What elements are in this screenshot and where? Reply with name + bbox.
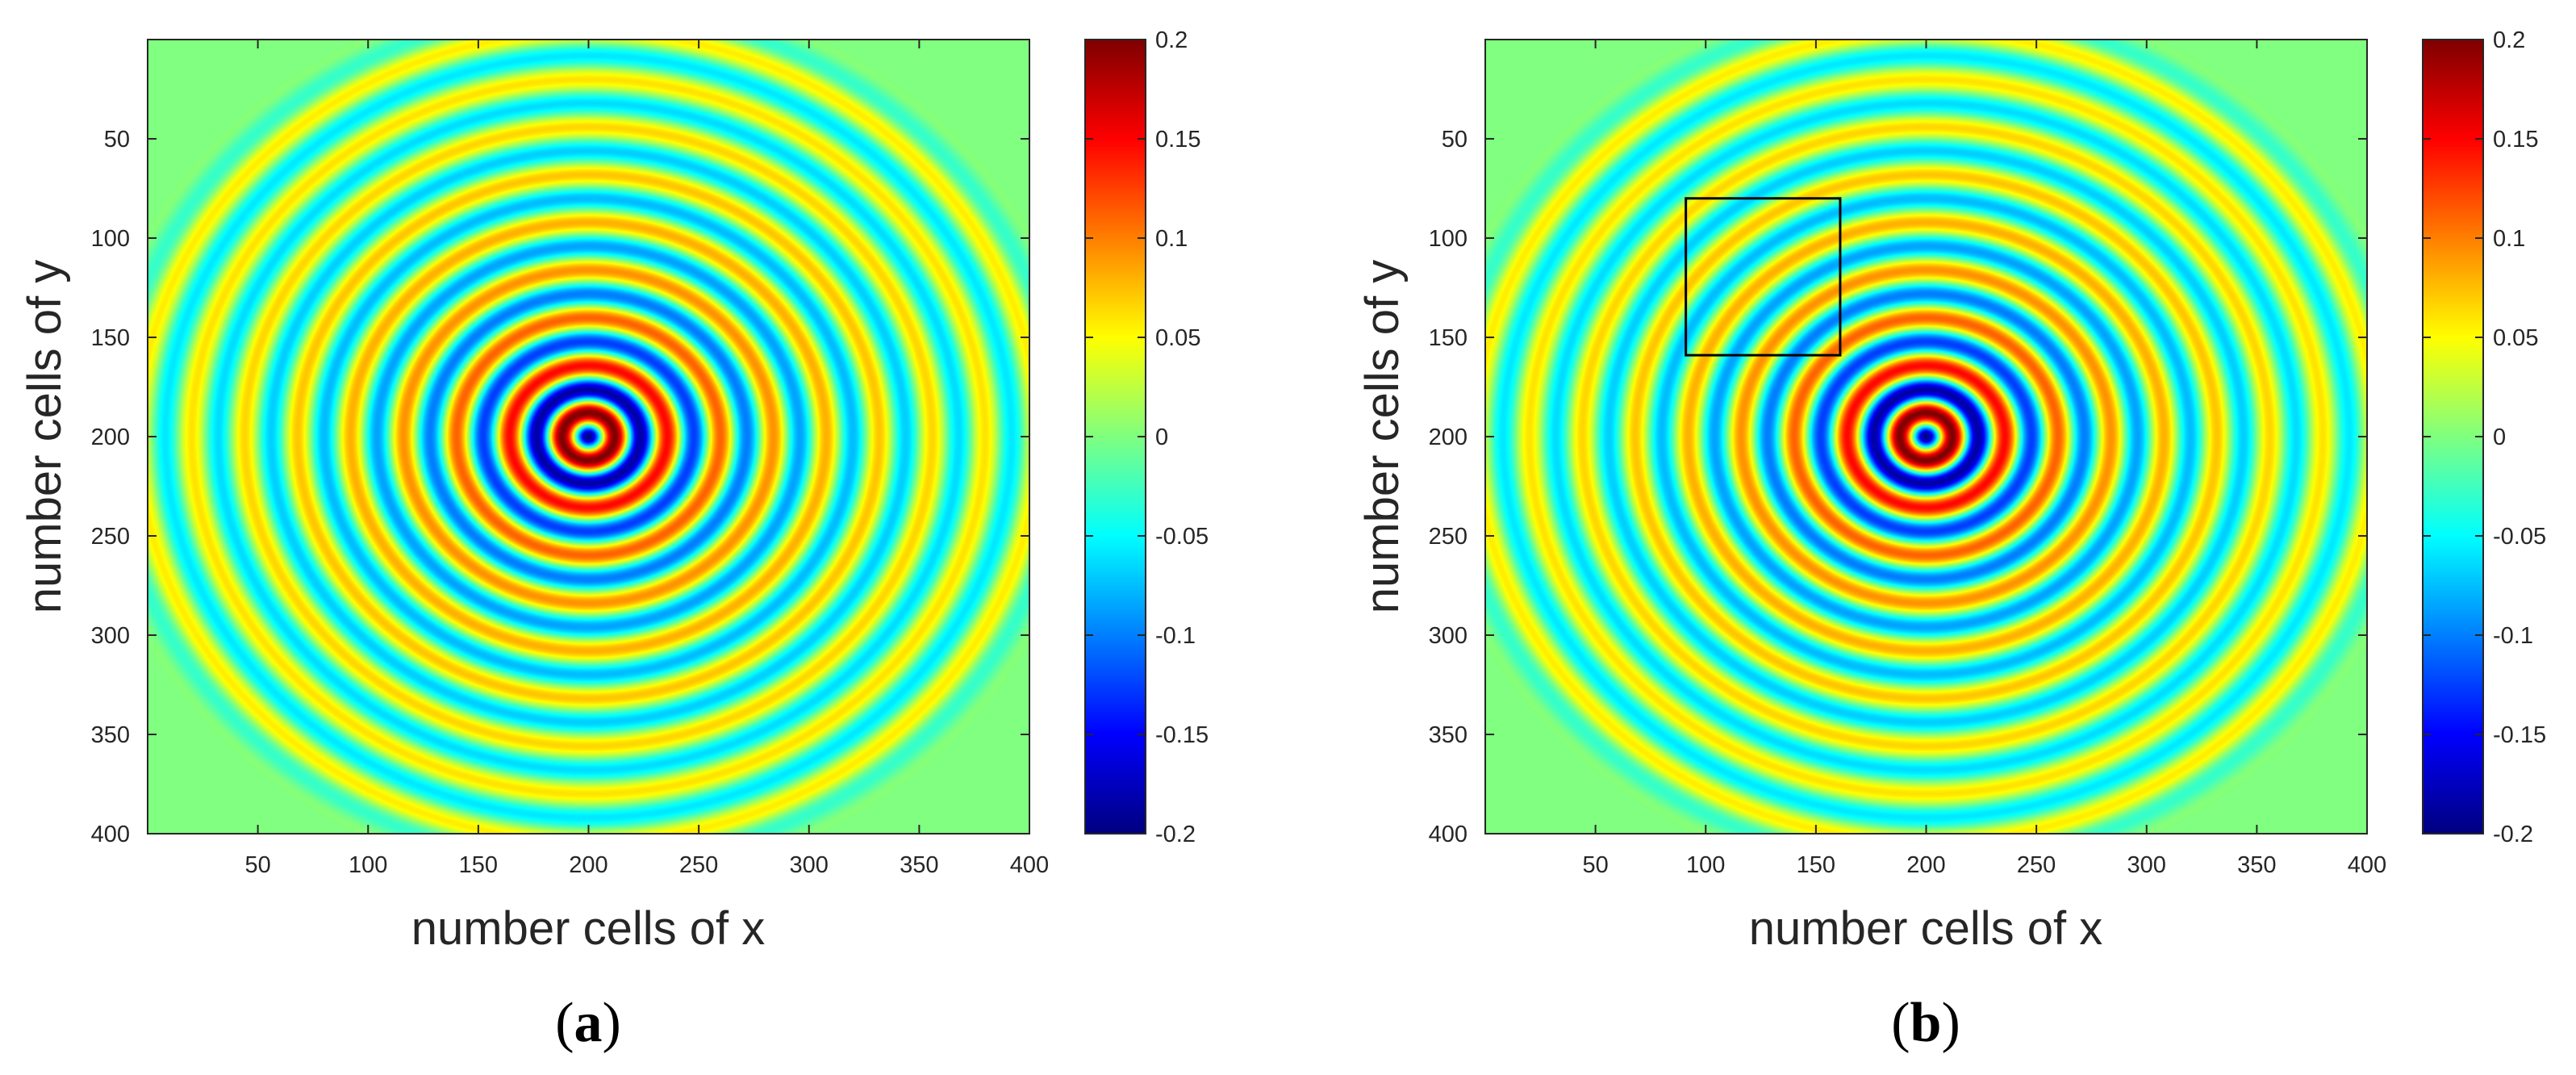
colorbar-gradient-a: [1085, 40, 1146, 834]
y-tick-label: 150: [1429, 325, 1468, 351]
x-tick-label: 50: [244, 852, 270, 878]
x-tick-label: 200: [1906, 852, 1945, 878]
y-tick-label: 150: [91, 325, 130, 351]
x-tick-label: 100: [1686, 852, 1725, 878]
colorbar-tick-label: -0.05: [1155, 524, 1209, 550]
x-tick-label: 50: [1582, 852, 1608, 878]
colorbar-gradient-b: [2423, 40, 2483, 834]
colorbar-ticks-a: 0.2 0.15 0.1 0.05 0 -0.05 -0.1 -0.15 -0.2: [1085, 27, 1209, 847]
y-tick-label: 50: [104, 127, 130, 153]
colorbar-b: 0.2 0.15 0.1 0.05 0 -0.05 -0.1 -0.15 -0.2: [2422, 27, 2546, 847]
x-tick-label: 150: [459, 852, 498, 878]
x-axis-label-b: number cells of x: [1749, 902, 2102, 955]
x-tick-label: 250: [2017, 852, 2056, 878]
x-tick-label: 350: [2237, 852, 2276, 878]
y-tick-label: 200: [91, 425, 130, 450]
colorbar-tick-label: 0: [2493, 425, 2506, 450]
x-axis-label-a: number cells of x: [411, 902, 765, 955]
colorbar-tick-label: -0.15: [1155, 722, 1209, 748]
y-tick-label: 400: [91, 822, 130, 847]
panel-label-a: (a): [555, 992, 621, 1054]
y-tick-label: 350: [91, 722, 130, 748]
colorbar-tick-label: -0.15: [2493, 722, 2546, 748]
y-ticks-a: 50 100 150 200 250 300 350 400: [91, 127, 1029, 847]
y-tick-label: 50: [1442, 127, 1468, 153]
colorbar-tick-label: -0.1: [1155, 623, 1196, 649]
x-ticks-a: 50 100 150 200 250 300 350 400: [244, 40, 1049, 878]
y-tick-label: 250: [1429, 524, 1468, 550]
panel-label-b: (b): [1891, 992, 1960, 1054]
y-tick-label: 200: [1429, 425, 1468, 450]
heatmap-canvas-b: [1485, 40, 2367, 834]
colorbar-ticks-b: 0.2 0.15 0.1 0.05 0 -0.05 -0.1 -0.15 -0.2: [2423, 27, 2546, 847]
y-ticks-b: 50 100 150 200 250 300 350 400: [1429, 127, 2367, 847]
colorbar-tick-label: -0.1: [2493, 623, 2533, 649]
x-ticks-b: 50 100 150 200 250 300 350 400: [1582, 40, 2386, 878]
panel-b: 50 100 150 200 250 300 350 400 50 100 150 200 250 30…: [1356, 27, 2546, 1054]
y-tick-label: 300: [1429, 623, 1468, 649]
y-tick-label: 300: [91, 623, 130, 649]
x-tick-label: 300: [2127, 852, 2166, 878]
y-tick-label: 100: [1429, 226, 1468, 252]
colorbar-tick-label: 0.1: [1155, 226, 1188, 252]
x-tick-label: 300: [790, 852, 829, 878]
x-tick-label: 150: [1797, 852, 1835, 878]
y-axis-label-b: number cells of y: [1356, 260, 1409, 613]
colorbar-tick-label: 0.2: [2493, 27, 2525, 53]
heatmap-canvas-a: [148, 40, 1029, 834]
colorbar-tick-label: 0.15: [2493, 127, 2538, 153]
y-tick-label: 350: [1429, 722, 1468, 748]
y-tick-label: 100: [91, 226, 130, 252]
colorbar-tick-label: -0.2: [1155, 822, 1196, 847]
colorbar-a: 0.2 0.15 0.1 0.05 0 -0.05 -0.1 -0.15 -0.2: [1084, 27, 1209, 847]
heatmap-image-b: [1485, 40, 2367, 834]
heatmap-image-a: [148, 40, 1029, 834]
colorbar-tick-label: -0.2: [2493, 822, 2533, 847]
panel-a: 50 100 150 200 250 300 350 400 50 100 150 200 250 30…: [19, 27, 1209, 1054]
colorbar-tick-label: -0.05: [2493, 524, 2546, 550]
x-tick-label: 200: [569, 852, 607, 878]
x-tick-label: 250: [679, 852, 718, 878]
y-tick-label: 400: [1429, 822, 1468, 847]
colorbar-tick-label: 0: [1155, 425, 1168, 450]
colorbar-tick-label: 0.1: [2493, 226, 2525, 252]
annotation-box: [1685, 197, 1842, 357]
x-tick-label: 400: [2348, 852, 2386, 878]
colorbar-tick-label: 0.05: [1155, 325, 1200, 351]
colorbar-tick-label: 0.15: [1155, 127, 1200, 153]
colorbar-tick-label: 0.2: [1155, 27, 1188, 53]
y-axis-label-a: number cells of y: [19, 260, 71, 613]
x-tick-label: 400: [1010, 852, 1049, 878]
y-tick-label: 250: [91, 524, 130, 550]
colorbar-tick-label: 0.05: [2493, 325, 2538, 351]
x-tick-label: 350: [900, 852, 938, 878]
overlay-b: [1685, 197, 1842, 357]
x-tick-label: 100: [349, 852, 387, 878]
